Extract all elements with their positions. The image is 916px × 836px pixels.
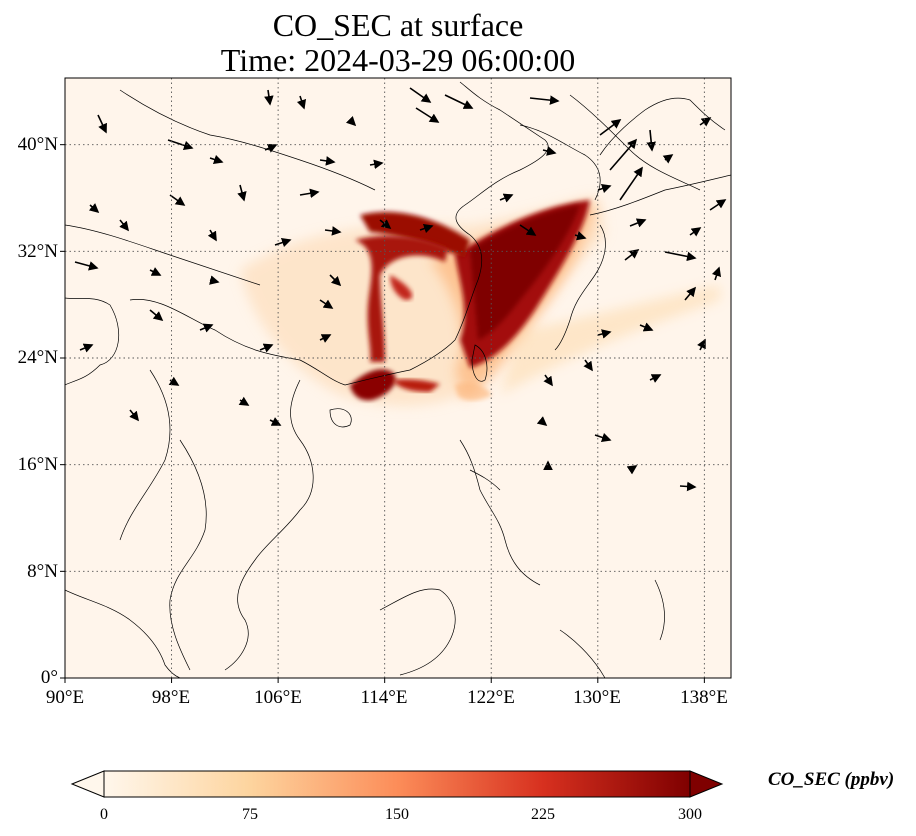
lon-tick-label: 130°E [573, 687, 621, 708]
lat-tick-label: 0° [40, 667, 58, 688]
map-title-line2: Time: 2024-03-29 06:00:00 [220, 42, 576, 78]
lon-tick-label: 90°E [45, 687, 85, 708]
gridlines [65, 78, 731, 678]
colorbar-tick-label: 225 [531, 806, 555, 823]
colorbar-tick-label: 75 [242, 806, 258, 823]
colorbar-label: CO_SEC (ppbv) [768, 769, 895, 790]
map-title-line1: CO_SEC at surface [272, 7, 524, 43]
lon-tick-label: 98°E [151, 687, 191, 708]
coastlines [65, 81, 731, 678]
colorbar-min-extend [70, 770, 105, 798]
lat-tick-label: 16°N [17, 454, 58, 475]
colorbar-max-extend [689, 770, 724, 798]
colorbar-tick-label: 300 [678, 806, 702, 823]
lon-tick-label: 106°E [254, 687, 302, 708]
lon-tick-label: 122°E [467, 687, 515, 708]
colorbar-tick-label: 150 [385, 806, 409, 823]
colorbar [70, 770, 724, 798]
lon-tick-label: 138°E [680, 687, 728, 708]
co-plume [240, 197, 720, 406]
map-frame [64, 77, 732, 679]
lat-tick-label: 32°N [17, 241, 58, 262]
colorbar-tick-label: 0 [100, 806, 108, 823]
lat-tick-label: 24°N [17, 347, 58, 368]
lon-tick-label: 114°E [360, 687, 408, 708]
wind-vectors [74, 87, 727, 492]
lat-tick-label: 40°N [17, 134, 58, 155]
lat-tick-label: 8°N [27, 561, 58, 582]
colorbar-gradient [103, 770, 691, 798]
